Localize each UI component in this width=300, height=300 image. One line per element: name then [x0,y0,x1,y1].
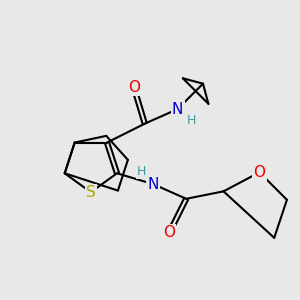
Text: O: O [163,225,175,240]
Text: H: H [186,114,196,128]
Text: O: O [254,165,266,180]
Text: O: O [128,80,140,95]
Text: N: N [148,177,159,192]
Text: S: S [86,185,96,200]
Text: N: N [172,102,183,117]
Text: H: H [137,165,146,178]
